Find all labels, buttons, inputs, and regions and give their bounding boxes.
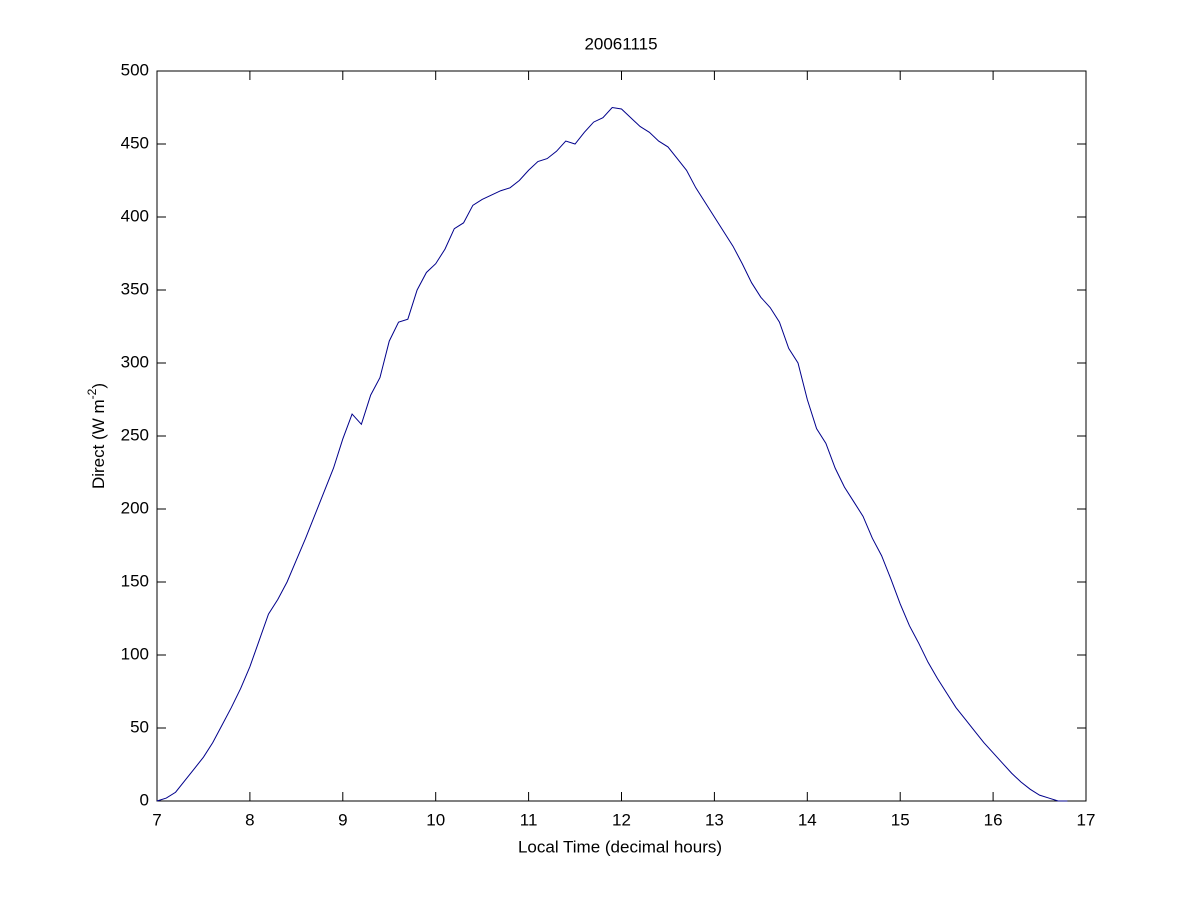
x-tick-label: 7	[152, 810, 161, 829]
x-tick-label: 15	[891, 810, 910, 829]
x-tick-label: 11	[520, 810, 538, 829]
x-tick-label: 17	[1077, 810, 1096, 829]
y-axis-label: Direct (W m-2)	[85, 383, 108, 489]
y-tick-label: 50	[130, 717, 149, 736]
y-tick-label: 500	[121, 60, 149, 79]
chart-title: 20061115	[584, 34, 657, 53]
x-tick-label: 10	[426, 810, 445, 829]
axes-box	[156, 70, 1087, 802]
x-tick-label: 14	[798, 810, 817, 829]
x-tick-label: 13	[705, 810, 724, 829]
y-tick-label: 200	[121, 498, 149, 517]
data-line	[156, 106, 1068, 802]
y-axis-label-sup: -2	[85, 388, 99, 399]
y-tick-label: 350	[121, 279, 149, 298]
y-tick-label: 400	[121, 206, 149, 225]
y-axis-label-text: Direct (W m	[89, 399, 108, 489]
y-tick-label: 450	[121, 133, 149, 152]
y-tick-label: 300	[121, 352, 149, 371]
x-tick-label: 9	[338, 810, 347, 829]
y-tick-label: 100	[121, 644, 149, 663]
x-tick-label: 8	[245, 810, 254, 829]
y-axis-label-end: )	[89, 383, 108, 389]
x-tick-label: 16	[984, 810, 1003, 829]
y-tick-label: 250	[121, 425, 149, 444]
y-tick-label: 150	[121, 571, 149, 590]
x-axis-label: Local Time (decimal hours)	[518, 837, 722, 856]
y-tick-label: 0	[140, 790, 149, 809]
x-tick-label: 12	[612, 810, 631, 829]
